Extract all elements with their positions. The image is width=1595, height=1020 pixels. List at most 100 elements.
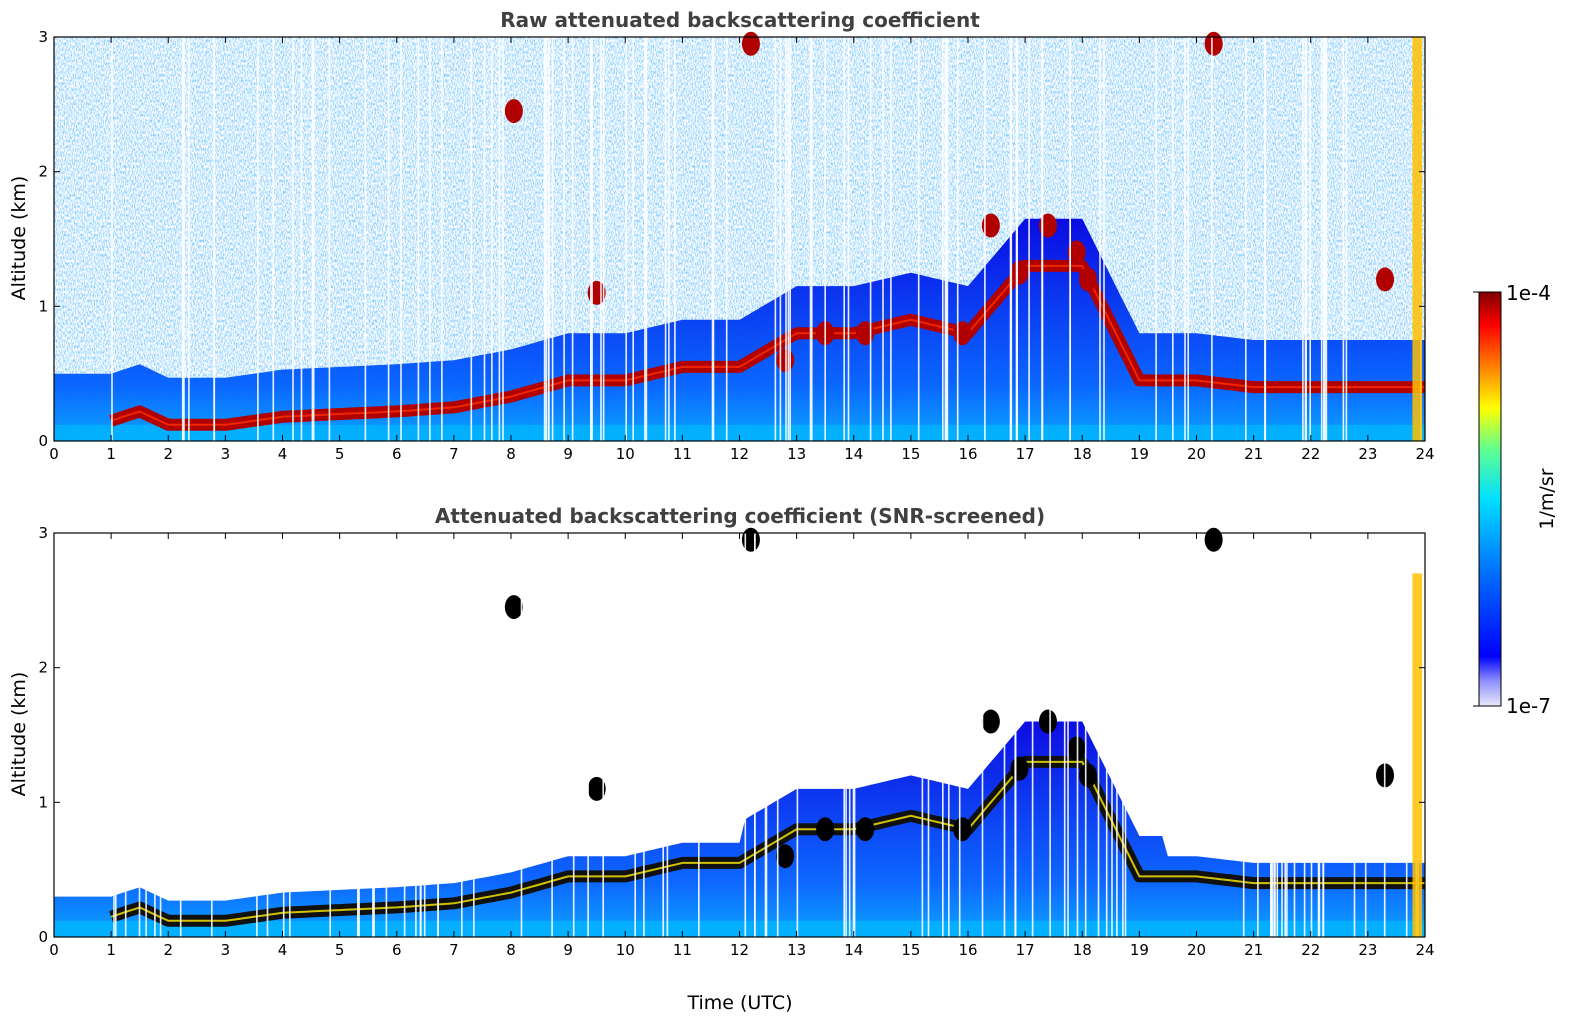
data-gap: [461, 533, 463, 937]
x-tick-label: 3: [221, 445, 231, 463]
cloud-patch: [1067, 240, 1086, 265]
data-gap: [698, 533, 700, 937]
data-gap: [1281, 533, 1283, 937]
x-tick-label: 5: [335, 941, 345, 959]
data-gap: [441, 37, 443, 441]
cloud-patch: [1010, 260, 1029, 285]
panel-title: Raw attenuated backscattering coefficien…: [500, 8, 980, 32]
data-gap: [571, 37, 574, 441]
y-tick-label: 2: [38, 659, 48, 677]
x-tick-label: 19: [1130, 941, 1149, 959]
x-tick-label: 2: [163, 941, 173, 959]
data-gap: [984, 37, 986, 441]
cloud-patch: [1376, 267, 1395, 292]
x-tick-label: 12: [730, 445, 749, 463]
data-gap: [289, 533, 291, 937]
data-gap: [213, 37, 216, 441]
data-gap: [1322, 533, 1325, 937]
cloud-patch: [1078, 763, 1097, 788]
data-gap: [1271, 533, 1274, 937]
x-tick-label: 21: [1244, 445, 1263, 463]
data-gap: [981, 533, 984, 937]
cloud-patch: [981, 709, 1000, 734]
data-gap: [1105, 533, 1108, 937]
cloud-patch: [1204, 31, 1223, 56]
data-gap: [300, 37, 303, 441]
data-gap: [1270, 533, 1272, 937]
data-gap: [1309, 37, 1311, 441]
data-gap: [400, 37, 402, 441]
data-gap: [1116, 533, 1118, 937]
x-tick-label: 5: [335, 445, 345, 463]
data-gap: [1245, 37, 1247, 441]
x-tick-label: 9: [563, 941, 573, 959]
x-tick-label: 11: [673, 445, 692, 463]
data-gap: [1076, 533, 1079, 937]
data-gap: [779, 37, 782, 441]
data-gap: [1264, 37, 1266, 441]
data-gap: [843, 37, 845, 441]
data-gap: [1305, 37, 1307, 441]
data-gap: [1028, 37, 1030, 441]
x-tick-label: 3: [221, 941, 231, 959]
x-tick-label: 14: [844, 941, 863, 959]
x-tick-label: 1: [106, 941, 116, 959]
x-tick-label: 17: [1016, 445, 1035, 463]
data-gap: [256, 533, 258, 937]
data-gap: [1383, 533, 1386, 937]
data-gap: [266, 533, 269, 937]
x-tick-label: 23: [1358, 941, 1377, 959]
x-tick-label: 8: [506, 941, 516, 959]
data-gap: [292, 37, 294, 441]
x-tick-label: 8: [506, 445, 516, 463]
cloud-patch: [776, 844, 795, 869]
data-gap: [548, 37, 550, 441]
data-gap: [1111, 533, 1113, 937]
data-gap: [1124, 533, 1127, 937]
data-gap: [945, 37, 948, 441]
data-gap: [668, 37, 670, 441]
data-gap: [551, 533, 553, 937]
data-gap: [419, 533, 422, 937]
data-gap: [1031, 533, 1034, 937]
x-tick-label: 6: [392, 445, 402, 463]
x-tick-label: 21: [1244, 941, 1263, 959]
data-gap: [847, 37, 850, 441]
data-gap: [712, 37, 715, 441]
data-gap: [1099, 37, 1101, 441]
data-gap: [811, 37, 813, 441]
data-gap: [789, 37, 791, 441]
x-tick-label: 0: [49, 941, 59, 959]
raw-backscatter-panel: Raw attenuated backscattering coefficien…: [8, 8, 1435, 463]
cloud-patch: [1010, 756, 1029, 781]
data-gap: [942, 37, 944, 441]
data-gap: [498, 37, 501, 441]
heatmap-area: [54, 31, 1426, 441]
data-gap: [357, 533, 359, 937]
x-axis-label: Time (UTC): [686, 992, 792, 1014]
data-gap: [744, 533, 747, 937]
data-gap: [115, 533, 117, 937]
data-gap: [423, 533, 426, 937]
data-gap: [1353, 533, 1356, 937]
data-gap: [473, 533, 475, 937]
colorbar-unit-label: 1/m/sr: [1536, 468, 1558, 529]
axes: 0 1 2 3 4 5 6 7 8 9 10 11 12 13 14 15 16 17 18 19 20 21 22 23 24…: [38, 524, 1434, 959]
data-gap: [632, 37, 634, 441]
cloud-patch: [1067, 736, 1086, 761]
data-gap: [1067, 533, 1069, 937]
x-tick-label: 10: [616, 941, 635, 959]
data-gap: [1084, 533, 1087, 937]
data-gap: [1342, 37, 1345, 441]
data-gap: [1014, 533, 1017, 937]
data-gap: [1364, 533, 1367, 937]
heatmap-area: [54, 527, 1426, 937]
data-gap: [625, 37, 627, 441]
data-gap: [403, 533, 406, 937]
x-tick-label: 17: [1016, 941, 1035, 959]
x-tick-label: 4: [278, 941, 288, 959]
data-gap: [944, 37, 947, 441]
data-gap: [917, 37, 920, 441]
data-gap: [921, 533, 924, 937]
data-gap: [470, 37, 473, 441]
